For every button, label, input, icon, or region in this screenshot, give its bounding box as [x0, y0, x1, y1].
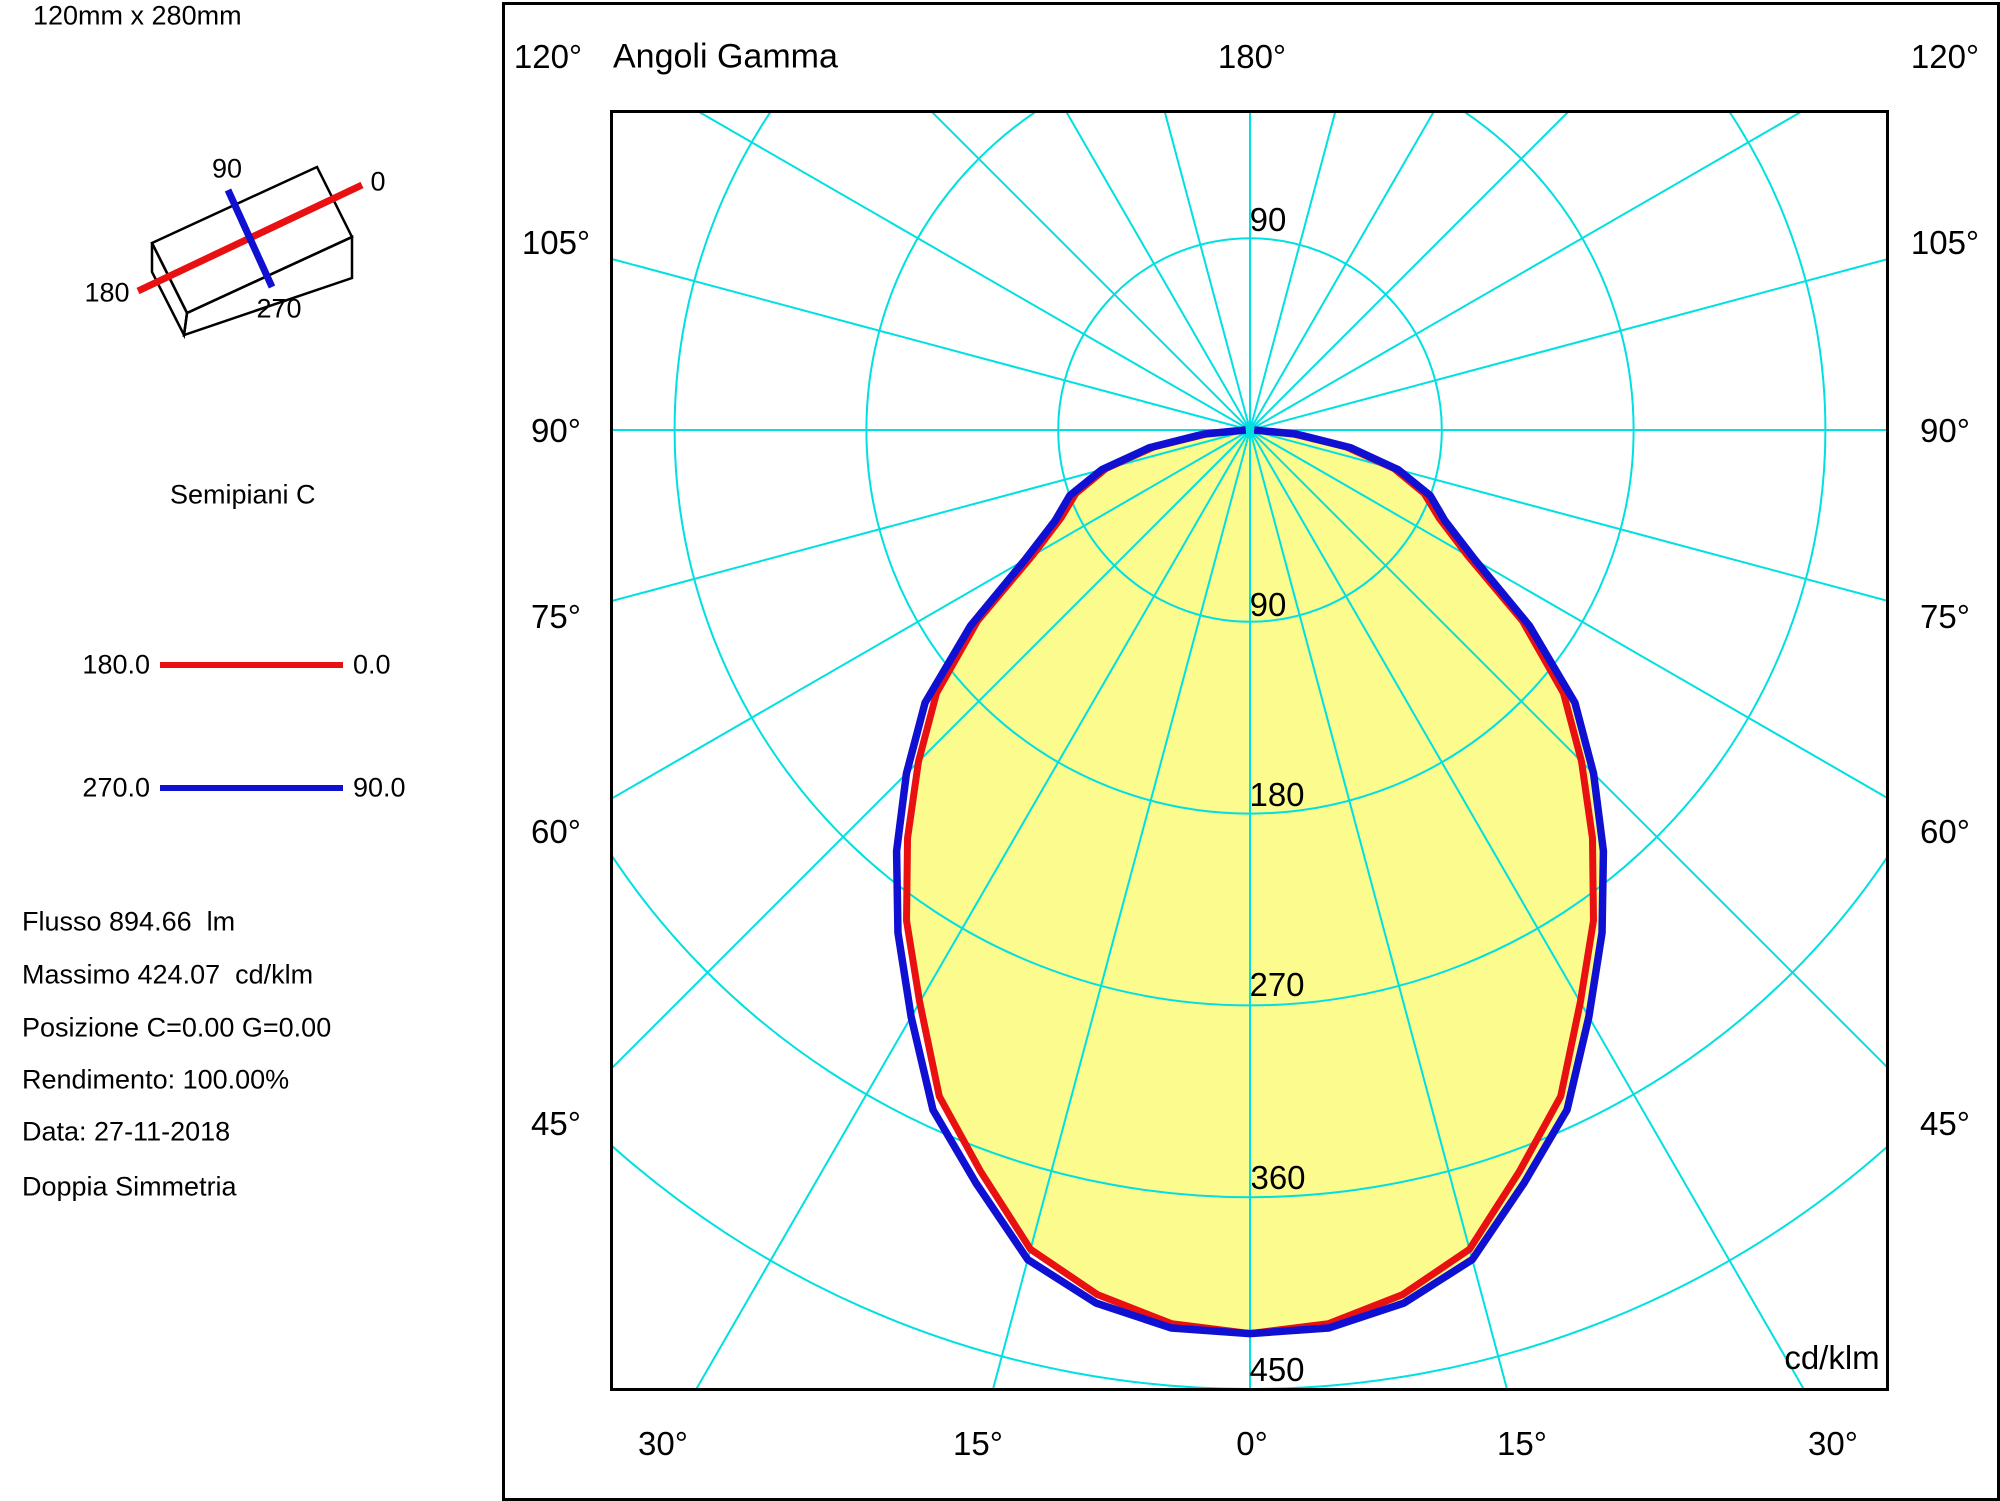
semiplane-heading: Semipiani C	[170, 479, 316, 510]
polar-plot-border	[610, 110, 1889, 1391]
legend-plane-end-label: 0.0	[353, 649, 391, 680]
intensity-lobe-fill	[906, 430, 1604, 1334]
luminaire-orientation-sketch	[136, 165, 364, 340]
gamma-angle-label: 180°	[1217, 38, 1287, 75]
gamma-angle-label: 90°	[531, 412, 581, 449]
gamma-angle-label: 30°	[638, 1425, 688, 1462]
chart-title: Angoli Gamma	[613, 37, 838, 76]
sketch-axis-label: 90	[211, 153, 243, 184]
sketch-axis-label: 270	[256, 293, 302, 324]
photometric-info-line: Data: 27-11-2018	[22, 1116, 231, 1147]
polar-ray-210	[1065, 113, 1251, 431]
gamma-angle-label: 90°	[1920, 412, 1970, 449]
polar-ray-15	[1249, 429, 1508, 1388]
polar-ray-195	[1164, 113, 1251, 431]
intensity-ring-label: 270	[1249, 966, 1305, 1003]
gamma-angle-label: 30°	[1808, 1425, 1858, 1462]
polar-ray-120	[1249, 113, 1802, 431]
sketch-axis-label: 180	[84, 277, 130, 308]
polar-ray-135	[1249, 113, 1569, 431]
polar-ray-45	[1249, 429, 1886, 1068]
polar-ray-330	[695, 429, 1251, 1388]
gamma-angle-label: 0°	[1236, 1425, 1268, 1462]
legend-plane-start-label: 180.0	[82, 649, 150, 680]
photometric-info-line: Doppia Simmetria	[22, 1171, 237, 1202]
photometric-info-line: Flusso 894.66 lm	[22, 906, 236, 937]
gamma-angle-label: 15°	[1497, 1425, 1547, 1462]
polar-ray-75	[1249, 429, 1886, 602]
legend-color-line	[160, 662, 343, 668]
legend-color-line	[160, 785, 343, 791]
intensity-curve-c90-c270	[892, 426, 1608, 1338]
c90-c270-axis-line	[224, 188, 276, 289]
gamma-angle-label: 15°	[953, 1425, 1003, 1462]
polar-ray-165	[1249, 113, 1336, 431]
gamma-angle-label: 45°	[531, 1105, 581, 1142]
polar-ray-105	[1249, 258, 1886, 431]
polar-diagram	[613, 113, 1886, 1388]
gamma-angle-label: 105°	[521, 224, 591, 261]
intensity-ring-label: 360	[1250, 1159, 1306, 1196]
gamma-angle-label: 75°	[1920, 598, 1970, 635]
gamma-angle-label: 45°	[1920, 1105, 1970, 1142]
polar-ray-150	[1249, 113, 1435, 431]
polar-ray-225	[931, 113, 1251, 431]
gamma-angle-label: 60°	[1920, 813, 1970, 850]
intensity-ring-label: 90	[1249, 201, 1287, 238]
luminaire-box-outline	[150, 165, 354, 340]
polar-ray-255	[613, 258, 1251, 431]
intensity-ring-label: 180	[1249, 776, 1305, 813]
legend-plane-start-label: 270.0	[82, 772, 150, 803]
intensity-ring-label: 450	[1249, 1351, 1305, 1388]
polar-ray-345	[992, 429, 1251, 1388]
sketch-axis-label: 0	[370, 166, 386, 197]
polar-diagram-canvas	[613, 113, 1886, 1388]
polar-ray-285	[613, 429, 1251, 602]
photometric-info-line: Posizione C=0.00 G=0.00	[22, 1012, 332, 1043]
polar-ray-30	[1249, 429, 1805, 1388]
intensity-ring-label: 90	[1249, 586, 1287, 623]
luminaire-dimensions-label: 120mm x 280mm	[33, 0, 242, 31]
gamma-angle-label: 75°	[531, 598, 581, 635]
polar-ray-315	[613, 429, 1251, 1069]
gamma-angle-label: 120°	[513, 38, 583, 75]
polar-ray-240	[698, 113, 1251, 431]
photometric-info-line: Rendimento: 100.00%	[22, 1064, 290, 1095]
unit-label: cd/klm	[1784, 1339, 1880, 1376]
legend-plane-end-label: 90.0	[353, 772, 406, 803]
gamma-angle-label: 120°	[1910, 38, 1980, 75]
gamma-angle-label: 60°	[531, 813, 581, 850]
gamma-angle-label: 105°	[1910, 224, 1980, 261]
photometric-info-line: Massimo 424.07 cd/klm	[22, 959, 314, 990]
